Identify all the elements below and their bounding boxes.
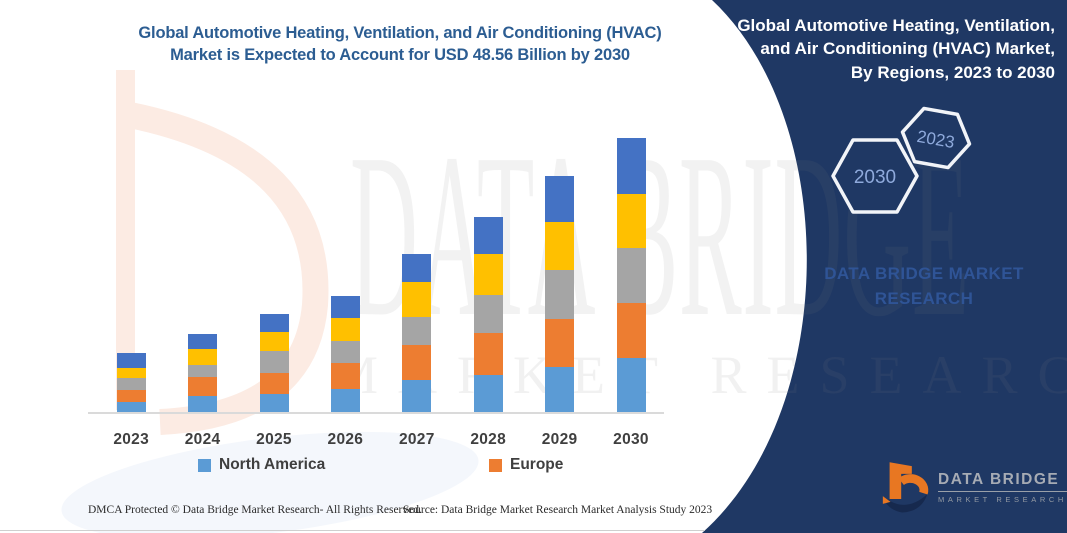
chart-title: Global Automotive Heating, Ventilation, … — [88, 22, 712, 67]
legend-item-europe: Europe — [489, 456, 563, 474]
x-tick-label-2023: 2023 — [113, 431, 150, 448]
bar-segment-2023-europe — [116, 389, 146, 402]
bar-segment-2030-north-america — [616, 357, 646, 412]
bar-segment-2030-series5 — [616, 138, 646, 194]
bar-segment-2028-series3 — [473, 295, 503, 334]
logo-subname: MARKET RESEARCH — [938, 495, 1067, 504]
watermark-text-marketresearch: MARKET RESEARCH — [330, 345, 1067, 405]
legend-swatch-icon — [198, 458, 211, 472]
bar-segment-2027-series5 — [402, 253, 432, 283]
legend-swatch-icon — [489, 458, 502, 472]
bar-2029 — [545, 175, 575, 412]
bar-segment-2027-series3 — [402, 317, 432, 346]
bar-2025 — [259, 314, 289, 412]
bar-segment-2029-europe — [545, 319, 575, 367]
bar-segment-2030-series3 — [616, 248, 646, 303]
bar-2023 — [116, 352, 146, 412]
chart-title-line1: Global Automotive Heating, Ventilation, … — [138, 24, 662, 42]
databridge-logo-b-icon — [882, 462, 929, 513]
bar-segment-2023-north-america — [116, 401, 146, 412]
logo-name: DATA BRIDGE — [938, 471, 1067, 492]
bar-segment-2028-series4 — [473, 253, 503, 296]
footer-dmca: DMCA Protected © Data Bridge Market Rese… — [88, 504, 422, 516]
bar-segment-2024-series3 — [188, 364, 218, 377]
hexagon-2023: 2023 — [900, 106, 972, 170]
hexagon-2030: 2030 — [831, 138, 919, 214]
bar-segment-2024-series4 — [188, 348, 218, 365]
bar-segment-2028-series5 — [473, 216, 503, 254]
x-tick-label-2026: 2026 — [327, 431, 364, 448]
bar-segment-2025-north-america — [259, 393, 289, 412]
bar-segment-2026-north-america — [330, 389, 360, 412]
legend-label: Europe — [510, 456, 564, 473]
x-tick-label-2025: 2025 — [256, 431, 292, 448]
x-tick-label-2027: 2027 — [398, 431, 435, 448]
bar-segment-2029-north-america — [545, 366, 575, 412]
bar-segment-2030-series4 — [616, 193, 646, 249]
bar-2024 — [188, 333, 218, 412]
bar-segment-2029-series5 — [545, 175, 575, 222]
bar-segment-2026-series5 — [330, 296, 360, 319]
bottom-divider — [0, 530, 705, 531]
bar-2028 — [473, 216, 503, 412]
bar-segment-2023-series4 — [116, 367, 146, 379]
bar-segment-2027-series4 — [402, 282, 432, 318]
hexagon-2030-label: 2030 — [854, 167, 896, 188]
bar-segment-2026-series3 — [330, 341, 360, 363]
x-tick-label-2029: 2029 — [541, 431, 578, 448]
bar-segment-2023-series3 — [116, 378, 146, 390]
x-tick-label-2024: 2024 — [184, 431, 221, 448]
legend-label: North America — [219, 456, 326, 473]
bar-segment-2025-series4 — [259, 332, 289, 351]
x-tick-label-2030: 2030 — [613, 431, 649, 448]
bar-segment-2028-north-america — [473, 375, 503, 412]
bar-segment-2027-north-america — [402, 380, 432, 412]
bar-2027 — [402, 253, 432, 412]
bar-segment-2030-europe — [616, 302, 646, 358]
bar-segment-2028-europe — [473, 333, 503, 376]
right-panel-title: Global Automotive Heating, Ventilation, … — [737, 16, 1055, 82]
x-tick-label-2028: 2028 — [470, 431, 507, 448]
bar-2026 — [330, 296, 360, 412]
footer-source: Source: Data Bridge Market Research Mark… — [403, 504, 713, 516]
bar-segment-2023-series5 — [116, 352, 146, 368]
bar-segment-2025-europe — [259, 373, 289, 394]
databridge-logo: DATA BRIDGE MARKET RESEARCH — [878, 453, 1067, 519]
bar-segment-2029-series3 — [545, 270, 575, 320]
bar-segment-2024-north-america — [188, 396, 218, 412]
bar-segment-2025-series5 — [259, 314, 289, 333]
chart-title-line2: Market is Expected to Account for USD 48… — [170, 46, 630, 65]
bar-2030 — [616, 138, 646, 412]
bar-segment-2026-series4 — [330, 318, 360, 342]
x-axis-line — [88, 412, 664, 414]
year-hexagons: 2030 2023 — [831, 106, 972, 214]
bar-segment-2027-europe — [402, 345, 432, 381]
bar-segment-2029-series4 — [545, 221, 575, 271]
bar-segment-2026-europe — [330, 362, 360, 390]
legend-item-north-america: North America — [198, 456, 325, 474]
bar-segment-2024-europe — [188, 376, 218, 397]
bar-segment-2025-series3 — [259, 351, 289, 374]
brand-wordmark: DATA BRIDGE MARKET RESEARCH — [824, 264, 1024, 308]
bar-segment-2024-series5 — [188, 333, 218, 349]
